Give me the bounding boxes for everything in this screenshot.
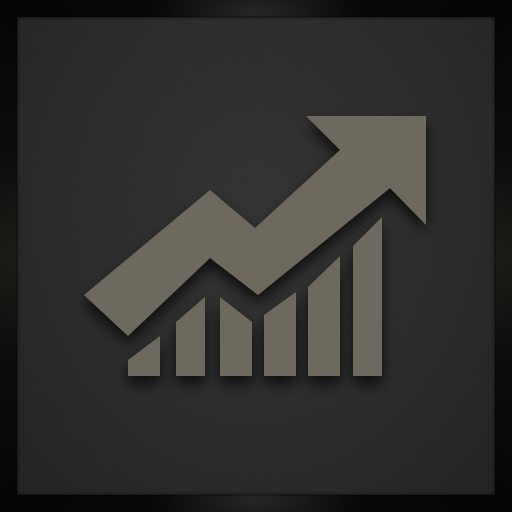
icon-panel[interactable] — [17, 17, 495, 495]
trend-arrow — [84, 116, 426, 336]
bar-5 — [308, 256, 340, 376]
bar-6 — [353, 217, 382, 376]
bar-4 — [264, 292, 296, 376]
bar-2 — [176, 297, 205, 376]
bar-1 — [128, 336, 160, 376]
bar-3 — [220, 297, 252, 376]
glyph — [84, 116, 426, 376]
